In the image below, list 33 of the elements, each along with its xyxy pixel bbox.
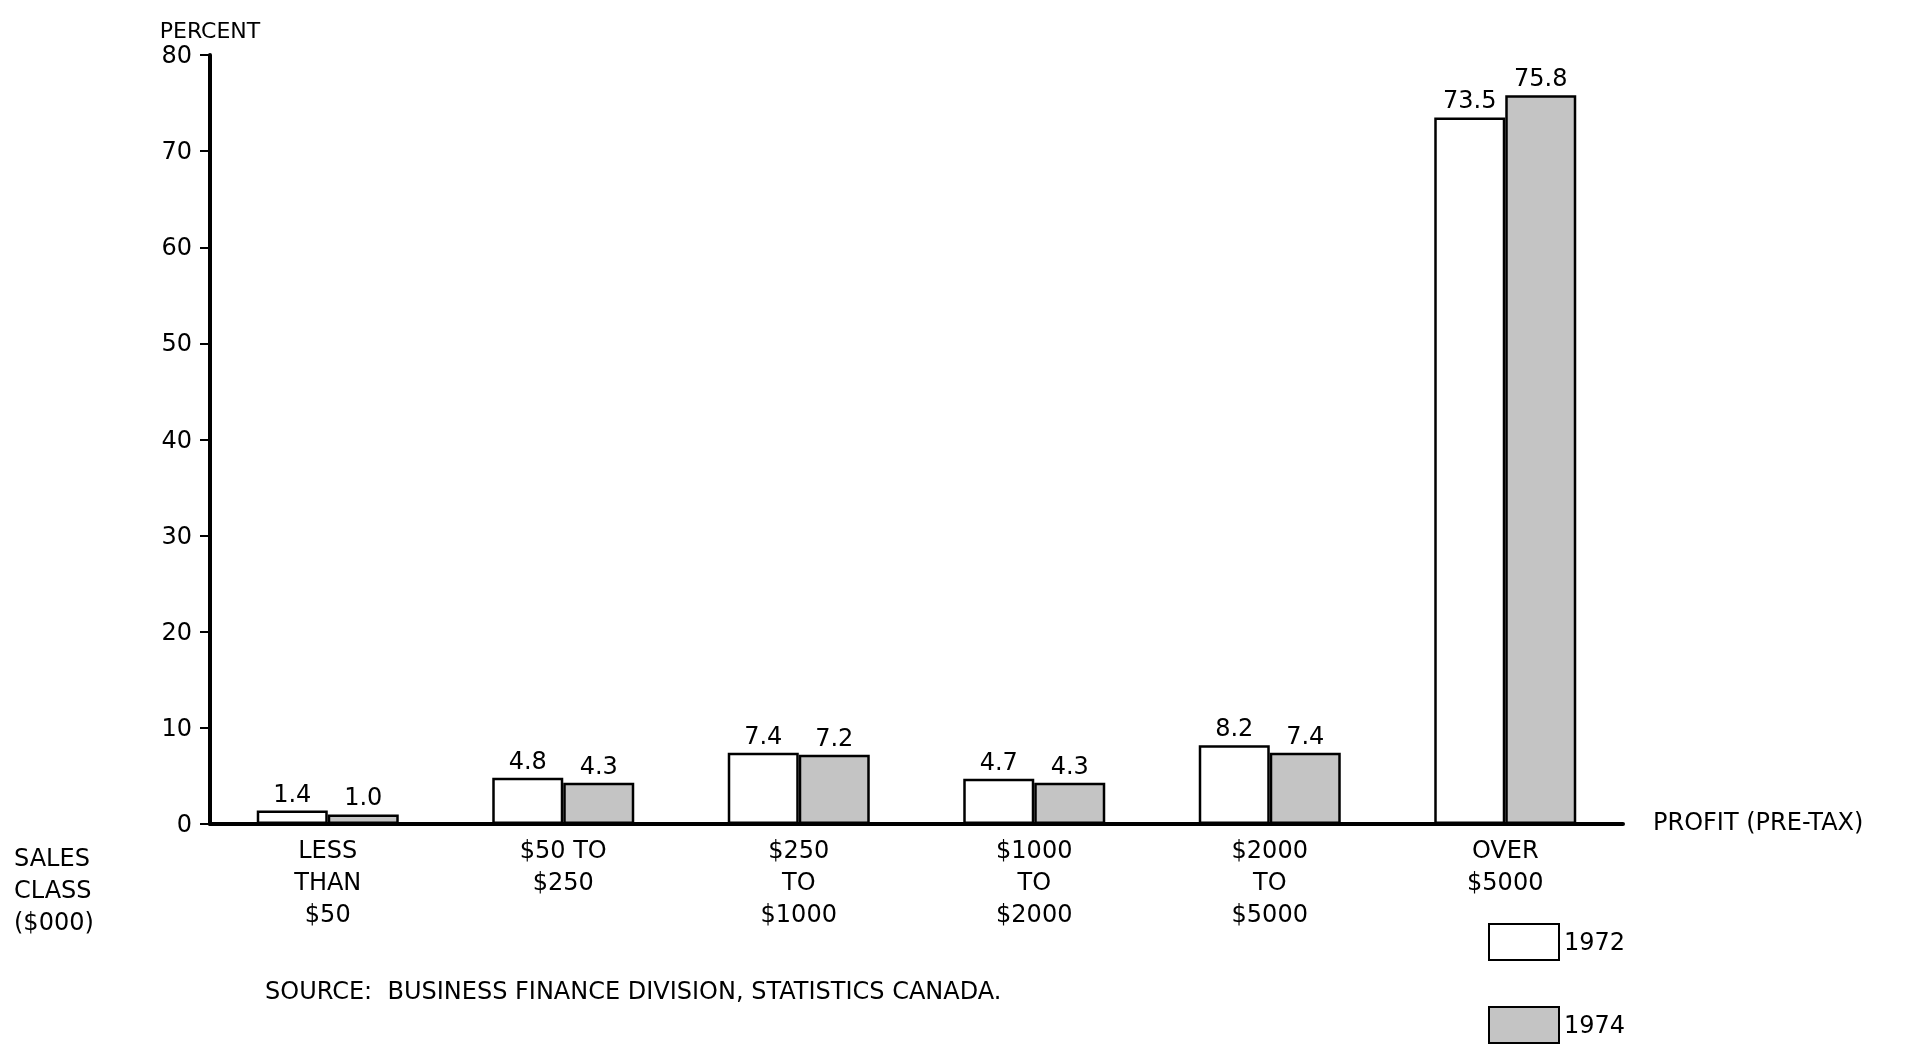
source-note: SOURCE: BUSINESS FINANCE DIVISION, STATISTICS CANADA.: [265, 977, 1002, 1005]
y-tick-label: 80: [161, 41, 192, 69]
data-label: 73.5: [1443, 86, 1497, 115]
x-tick-label: $2000 TO $5000: [1231, 836, 1308, 928]
y-tick-label: 10: [161, 713, 192, 742]
data-label: 4.7: [979, 747, 1018, 776]
y-tick-label: 70: [161, 137, 192, 166]
data-label: 1.4: [273, 779, 312, 808]
y-tick-label: 20: [161, 617, 192, 646]
y-tick-label: 0: [176, 810, 192, 838]
data-label: 75.8: [1514, 64, 1568, 93]
x-axis-title: PROFIT (PRE-TAX): [1653, 808, 1864, 836]
y-axis-title: PERCENT: [159, 17, 261, 43]
x-tick-label: $50 TO $250: [519, 836, 607, 896]
legend-label: 1972: [1564, 928, 1626, 956]
x-tick-label: OVER $5000: [1467, 836, 1544, 896]
y-tick-label: 60: [161, 233, 192, 262]
x-tick-label: $250 TO $1000: [760, 836, 837, 928]
legend-label: 1974: [1564, 1011, 1626, 1039]
data-label: 7.2: [815, 723, 854, 752]
data-label: 4.3: [1050, 751, 1089, 780]
x-tick-label: $1000 TO $2000: [996, 836, 1073, 928]
y-tick-label: 40: [161, 425, 192, 454]
data-label: 8.2: [1215, 714, 1254, 743]
x-tick-label: LESS THAN $50: [293, 836, 362, 928]
y-tick-label: 30: [161, 521, 192, 550]
data-label: 7.4: [744, 721, 783, 750]
data-label: 4.3: [579, 751, 618, 780]
data-label: 7.4: [1286, 721, 1325, 750]
data-label: 1.0: [344, 783, 383, 812]
y-tick-label: 50: [161, 329, 192, 358]
text: SALES CLASS ($000): [14, 844, 94, 936]
data-label: 4.8: [508, 746, 547, 775]
